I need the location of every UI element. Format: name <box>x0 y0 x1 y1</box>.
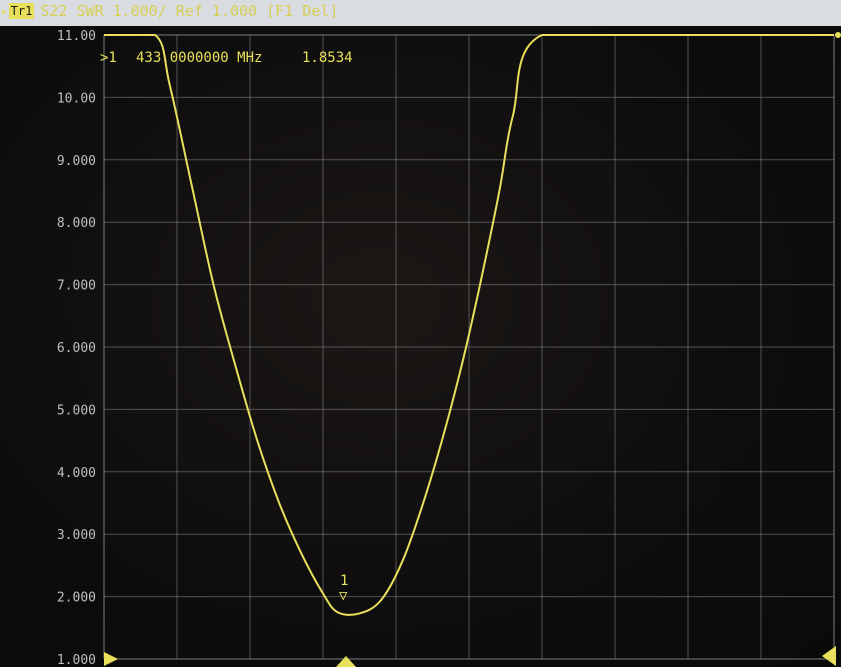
trace-label[interactable]: Tr1 <box>8 3 35 19</box>
marker-tag-number: 1 <box>340 573 348 589</box>
marker-value: 1.8534 <box>302 50 353 66</box>
y-tick-label: 10.00 <box>57 91 96 106</box>
y-tick-label: 7.000 <box>57 279 96 294</box>
measurement-parameter[interactable]: S22 <box>40 2 68 20</box>
reference-value[interactable]: Ref 1.000 <box>175 2 258 20</box>
format-label[interactable]: SWR <box>76 2 104 20</box>
y-tick-label: 8.000 <box>57 216 96 231</box>
y-tick-label: 1.000 <box>57 653 96 667</box>
trace-end-icon <box>835 32 841 38</box>
y-tick-label: 9.000 <box>57 154 96 169</box>
trace-pointer-icon: ▸ <box>1 4 8 18</box>
status-indicator: [F1 Del] <box>266 2 339 20</box>
y-tick-label: 5.000 <box>57 403 96 418</box>
y-tick-label: 4.000 <box>57 466 96 481</box>
chart-grid <box>103 34 835 660</box>
swr-trace-line <box>104 34 834 616</box>
marker-frequency: 433.0000000 MHz <box>136 50 262 66</box>
header-strip <box>0 0 841 26</box>
y-tick-label: 6.000 <box>57 341 96 356</box>
y-tick-label: 11.00 <box>57 29 96 44</box>
reference-level-right-icon <box>822 646 836 666</box>
reference-level-icon <box>104 652 118 666</box>
marker-position-icon <box>336 656 356 667</box>
y-tick-label: 2.000 <box>57 591 96 606</box>
marker-tag-icon: ▽ <box>339 588 348 604</box>
marker-label: >1 <box>100 50 117 66</box>
trace-header: ▸ Tr1 S22 SWR 1.000/ Ref 1.000 [F1 Del] <box>0 0 841 22</box>
y-axis-ticks: 11.00 10.00 9.000 8.000 7.000 6.000 5.000 4.000… <box>57 29 96 667</box>
y-tick-label: 3.000 <box>57 528 96 543</box>
scale-value[interactable]: 1.000/ <box>112 2 167 20</box>
